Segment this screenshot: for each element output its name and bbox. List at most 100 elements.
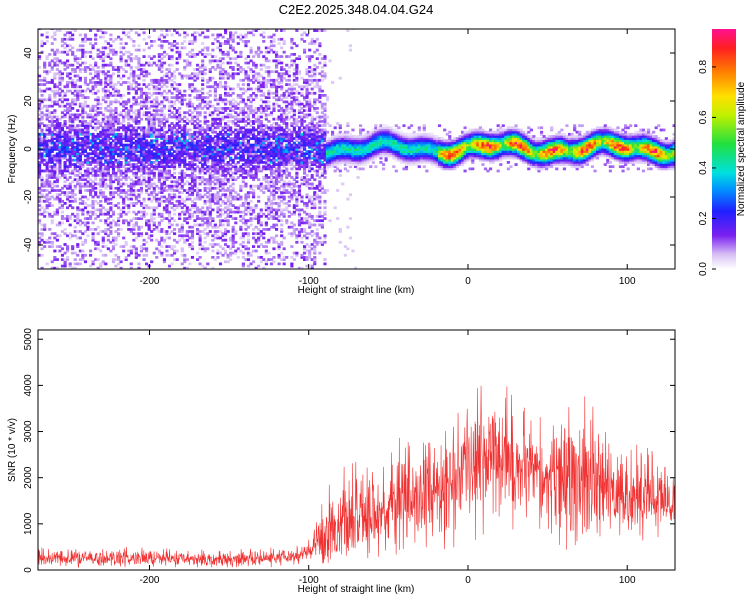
heatmap-cell bbox=[249, 145, 253, 149]
heatmap-cell bbox=[280, 163, 284, 166]
heatmap-cell bbox=[152, 174, 156, 177]
heatmap-cell bbox=[40, 266, 44, 269]
heatmap-cell bbox=[53, 72, 57, 76]
heatmap-cell bbox=[234, 249, 238, 253]
heatmap-cell bbox=[244, 61, 248, 65]
heatmap-cell bbox=[106, 128, 110, 132]
heatmap-cell bbox=[246, 40, 251, 43]
heatmap-cell bbox=[48, 113, 52, 117]
heatmap-cell bbox=[76, 169, 80, 173]
heatmap-cell bbox=[66, 59, 70, 63]
heatmap-cell bbox=[259, 184, 263, 188]
heatmap-cell bbox=[86, 174, 90, 177]
heatmap-cell bbox=[66, 135, 70, 138]
heatmap-cell bbox=[252, 74, 256, 78]
heatmap-cell bbox=[221, 132, 225, 136]
heatmap-cell bbox=[101, 184, 105, 188]
heatmap-cell bbox=[60, 115, 65, 119]
heatmap-cell bbox=[259, 167, 263, 171]
heatmap-cell bbox=[257, 217, 261, 220]
heatmap-cell bbox=[218, 96, 223, 99]
heatmap-cell bbox=[173, 245, 177, 248]
heatmap-cell bbox=[203, 130, 207, 134]
heatmap-cell bbox=[114, 120, 118, 123]
heatmap-cell bbox=[86, 128, 90, 132]
heatmap-cell bbox=[145, 135, 149, 138]
heatmap-cell bbox=[188, 186, 192, 190]
heatmap-cell bbox=[241, 256, 245, 259]
heatmap-cell bbox=[83, 154, 88, 158]
heatmap-cell bbox=[132, 217, 136, 220]
heatmap-cell bbox=[73, 130, 77, 134]
heatmap-cell bbox=[83, 96, 88, 99]
heatmap-cell bbox=[277, 137, 281, 140]
heatmap-cell bbox=[137, 83, 141, 86]
heatmap-cell bbox=[60, 135, 65, 138]
heatmap-cell bbox=[254, 171, 258, 175]
heatmap-cell bbox=[173, 74, 177, 78]
heatmap-cell bbox=[139, 128, 144, 132]
heatmap-cell bbox=[218, 236, 223, 240]
heatmap-cell bbox=[81, 161, 85, 164]
heatmap-cell bbox=[165, 163, 169, 166]
heatmap-cell bbox=[231, 204, 235, 207]
heatmap-cell bbox=[111, 113, 116, 117]
heatmap-cell bbox=[40, 44, 44, 48]
heatmap-cell bbox=[111, 171, 116, 175]
heatmap-cell bbox=[117, 217, 121, 220]
heatmap-cell bbox=[211, 33, 215, 37]
heatmap-cell bbox=[224, 174, 228, 177]
heatmap-cell bbox=[132, 117, 136, 121]
heatmap-cell bbox=[96, 182, 100, 186]
heatmap-cell bbox=[40, 83, 44, 86]
heatmap-cell bbox=[117, 66, 121, 69]
heatmap-cell bbox=[221, 85, 225, 89]
heatmap-cell bbox=[76, 66, 80, 69]
heatmap-cell bbox=[201, 70, 205, 74]
heatmap-cell bbox=[122, 124, 126, 128]
heatmap-cell bbox=[63, 184, 67, 188]
heatmap-cell bbox=[94, 178, 98, 182]
heatmap-cell bbox=[246, 154, 251, 158]
heatmap-cell bbox=[201, 150, 205, 153]
heatmap-cell bbox=[216, 197, 220, 201]
heatmap-cell bbox=[252, 130, 256, 134]
heatmap-cell bbox=[58, 50, 62, 54]
heatmap-cell bbox=[224, 217, 228, 220]
heatmap-cell bbox=[122, 53, 126, 56]
heatmap-cell bbox=[203, 148, 207, 151]
heatmap-cell bbox=[152, 61, 156, 65]
heatmap-cell bbox=[264, 81, 268, 84]
heatmap-cell bbox=[218, 122, 223, 125]
heatmap-cell bbox=[257, 53, 261, 56]
heatmap-cell bbox=[86, 113, 90, 117]
heatmap-cell bbox=[45, 180, 49, 184]
heatmap-cell bbox=[226, 100, 230, 104]
heatmap-cell bbox=[94, 158, 98, 162]
heatmap-cell bbox=[257, 221, 261, 225]
heatmap-cell bbox=[264, 117, 268, 121]
heatmap-cell bbox=[218, 251, 223, 255]
heatmap-cell bbox=[58, 137, 62, 140]
heatmap-cell bbox=[178, 130, 182, 134]
heatmap-cell bbox=[147, 219, 151, 223]
heatmap-cell bbox=[244, 76, 248, 80]
heatmap-cell bbox=[117, 180, 121, 184]
heatmap-cell bbox=[183, 59, 187, 63]
heatmap-cell bbox=[50, 165, 54, 169]
heatmap-cell bbox=[162, 96, 167, 99]
heatmap-cell bbox=[178, 89, 182, 93]
heatmap-cell bbox=[208, 150, 212, 153]
heatmap-cell bbox=[104, 89, 108, 93]
heatmap-cell bbox=[196, 135, 200, 138]
heatmap-cell bbox=[198, 169, 202, 173]
heatmap-cell bbox=[277, 124, 281, 128]
heatmap-cell bbox=[124, 154, 128, 158]
heatmap-cell bbox=[150, 215, 154, 218]
heatmap-cell bbox=[249, 176, 253, 179]
heatmap-cell bbox=[160, 61, 164, 65]
heatmap-cell bbox=[119, 135, 123, 138]
heatmap-cell bbox=[259, 210, 263, 214]
heatmap-cell bbox=[43, 145, 47, 149]
heatmap-cell bbox=[173, 184, 177, 188]
